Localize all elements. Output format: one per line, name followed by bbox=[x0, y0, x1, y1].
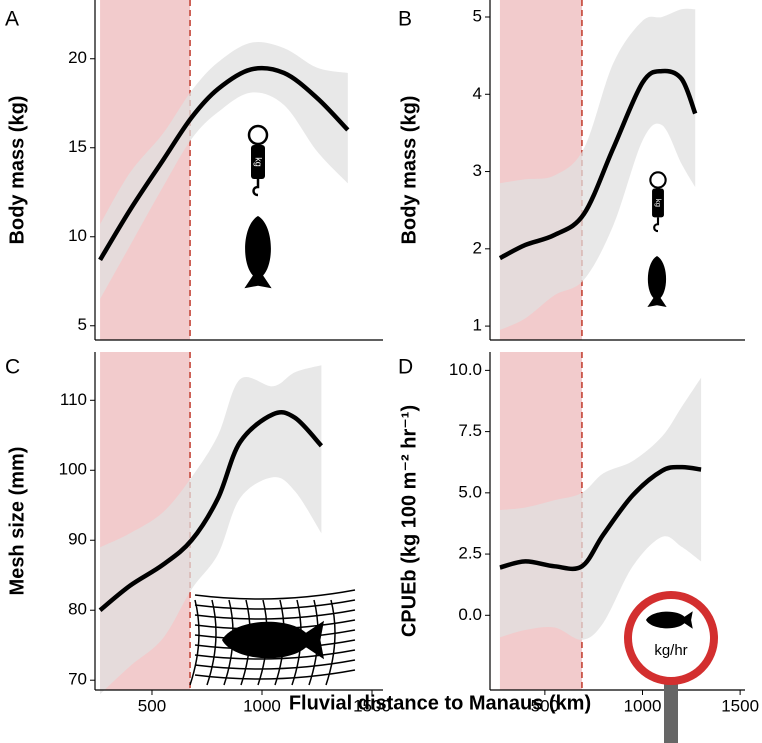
scale-text: kg bbox=[254, 157, 264, 167]
scale-body bbox=[652, 188, 664, 218]
y-axis-label: Body mass (kg) bbox=[398, 96, 420, 245]
confidence-band bbox=[100, 41, 348, 300]
confidence-band bbox=[499, 377, 702, 640]
confidence-band bbox=[499, 8, 696, 330]
y-tick-label: 80 bbox=[68, 600, 87, 619]
y-tick-label: 3 bbox=[473, 161, 482, 180]
y-tick-label: 5.0 bbox=[458, 482, 482, 501]
y-axis-label: CPUEb (kg 100 m⁻² hr⁻¹) bbox=[398, 405, 420, 637]
y-tick-label: 5 bbox=[473, 6, 482, 25]
net-line bbox=[194, 649, 356, 660]
y-tick-label: 70 bbox=[68, 670, 87, 689]
y-tick-label: 0.0 bbox=[458, 605, 482, 624]
panel-title: C bbox=[5, 356, 20, 379]
net-line bbox=[194, 589, 356, 600]
x-tick-label: 1500 bbox=[721, 696, 759, 715]
y-tick-label: 90 bbox=[68, 530, 87, 549]
sign-pole bbox=[664, 682, 678, 743]
fish-icon bbox=[222, 620, 324, 660]
y-tick-label: 1 bbox=[473, 316, 482, 335]
panel-title: A bbox=[5, 8, 19, 31]
y-tick-label: 5 bbox=[78, 315, 87, 334]
fish-icon bbox=[244, 215, 272, 289]
scale-ring bbox=[649, 171, 667, 189]
y-tick-label: 4 bbox=[473, 84, 482, 103]
y-tick-label: 2 bbox=[473, 238, 482, 257]
x-tick-label: 500 bbox=[138, 696, 166, 715]
net-line bbox=[194, 609, 356, 620]
sign-text: kg/hr bbox=[654, 642, 687, 659]
y-tick-label: 7.5 bbox=[458, 421, 482, 440]
x-tick-label: 500 bbox=[531, 696, 559, 715]
net-line bbox=[206, 599, 217, 686]
net-line bbox=[325, 599, 336, 686]
y-tick-label: 100 bbox=[59, 460, 87, 479]
trend-line bbox=[498, 68, 698, 261]
x-tick-label: 1000 bbox=[243, 696, 281, 715]
trend-line bbox=[499, 464, 702, 572]
y-tick-label: 110 bbox=[60, 390, 87, 409]
y-tick-label: 10 bbox=[68, 226, 87, 245]
x-tick-label: 1500 bbox=[353, 696, 391, 715]
fish-body bbox=[647, 255, 667, 308]
y-axis-label: Body mass (kg) bbox=[6, 96, 28, 245]
net-line bbox=[189, 599, 200, 686]
y-tick-label: 20 bbox=[68, 48, 87, 67]
panel-title: B bbox=[398, 8, 412, 31]
net-line bbox=[194, 599, 356, 610]
panel-title: D bbox=[398, 356, 413, 379]
scale-ring bbox=[247, 124, 269, 146]
sign-face bbox=[624, 591, 718, 685]
fish-body bbox=[222, 620, 324, 660]
confidence-band bbox=[100, 365, 322, 695]
trend-line bbox=[98, 65, 350, 262]
fish-icon bbox=[647, 255, 667, 308]
scale-text: kg bbox=[654, 199, 663, 207]
fish-body bbox=[244, 215, 272, 289]
trend-line bbox=[98, 409, 324, 612]
x-tick-label: 1000 bbox=[624, 696, 662, 715]
net-line bbox=[194, 669, 356, 680]
fish-icon bbox=[646, 611, 693, 629]
y-tick-label: 2.5 bbox=[458, 544, 482, 563]
y-tick-label: 15 bbox=[68, 137, 87, 156]
scale-hook bbox=[653, 217, 660, 233]
net-icon bbox=[189, 589, 356, 686]
y-tick-label: 10.0 bbox=[449, 360, 482, 379]
scale-hook bbox=[252, 179, 260, 197]
scale-body bbox=[251, 145, 265, 179]
y-axis-label: Mesh size (mm) bbox=[6, 447, 28, 596]
scale-icon: kg bbox=[247, 124, 269, 197]
net-line bbox=[194, 659, 356, 670]
scale-icon: kg bbox=[649, 171, 667, 233]
x-axis-label: Fluvial distance to Manaus (km) bbox=[289, 692, 591, 714]
fish-body bbox=[646, 611, 693, 629]
